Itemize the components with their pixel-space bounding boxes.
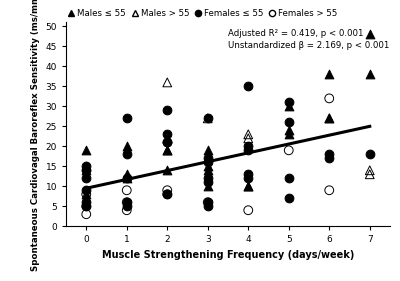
Point <box>286 176 292 180</box>
Point <box>83 212 90 216</box>
Point <box>326 156 332 160</box>
Point <box>245 144 252 149</box>
Point <box>164 188 170 192</box>
Point <box>124 176 130 180</box>
Point <box>286 132 292 137</box>
Point <box>286 148 292 153</box>
Point <box>83 164 90 169</box>
Point <box>83 204 90 209</box>
Point <box>326 188 332 192</box>
Point <box>83 148 90 153</box>
Point <box>204 168 211 173</box>
Point <box>124 200 130 205</box>
Y-axis label: Spontaneous Cardiovagal Baroreflex Sensitivity (ms/mmHg): Spontaneous Cardiovagal Baroreflex Sensi… <box>31 0 40 271</box>
Point <box>164 192 170 196</box>
Point <box>286 120 292 124</box>
Point <box>164 140 170 144</box>
Point <box>204 180 211 185</box>
Point <box>245 136 252 140</box>
Point <box>124 200 130 205</box>
Point <box>245 172 252 176</box>
Point <box>204 200 211 205</box>
Point <box>326 152 332 157</box>
Point <box>164 80 170 85</box>
Point <box>204 184 211 189</box>
Point <box>124 208 130 212</box>
Point <box>286 196 292 200</box>
Point <box>326 72 332 77</box>
Point <box>124 204 130 209</box>
Point <box>204 176 211 180</box>
Point <box>124 176 130 180</box>
Point <box>164 132 170 137</box>
Point <box>204 164 211 169</box>
Point <box>83 204 90 209</box>
Point <box>83 168 90 173</box>
Point <box>83 200 90 205</box>
Point <box>204 148 211 153</box>
Point <box>286 104 292 109</box>
Point <box>326 96 332 101</box>
Point <box>204 116 211 121</box>
Point <box>245 184 252 189</box>
Point <box>286 128 292 133</box>
Point <box>204 204 211 209</box>
Point <box>366 168 373 173</box>
Point <box>245 176 252 180</box>
Point <box>83 164 90 169</box>
Legend: Males ≤ 55, Males > 55, Females ≤ 55, Females > 55: Males ≤ 55, Males > 55, Females ≤ 55, Fe… <box>67 10 338 19</box>
Point <box>366 32 373 37</box>
X-axis label: Muscle Strengthening Frequency (days/week): Muscle Strengthening Frequency (days/wee… <box>102 250 354 260</box>
Point <box>124 172 130 176</box>
Text: Adjusted R² = 0.419, p < 0.001
Unstandardized β = 2.169, p < 0.001: Adjusted R² = 0.419, p < 0.001 Unstandar… <box>228 29 389 50</box>
Point <box>164 148 170 153</box>
Point <box>83 168 90 173</box>
Point <box>204 116 211 121</box>
Point <box>164 136 170 140</box>
Point <box>83 188 90 192</box>
Point <box>83 176 90 180</box>
Point <box>326 116 332 121</box>
Point <box>164 168 170 173</box>
Point <box>204 156 211 160</box>
Point <box>326 116 332 121</box>
Point <box>83 192 90 196</box>
Point <box>164 140 170 144</box>
Point <box>164 148 170 153</box>
Point <box>164 108 170 113</box>
Point <box>245 132 252 137</box>
Point <box>366 172 373 176</box>
Point <box>366 72 373 77</box>
Point <box>83 192 90 196</box>
Point <box>245 148 252 153</box>
Point <box>124 144 130 149</box>
Point <box>245 208 252 212</box>
Point <box>164 192 170 196</box>
Point <box>124 116 130 121</box>
Point <box>204 160 211 165</box>
Point <box>245 84 252 89</box>
Point <box>366 152 373 157</box>
Point <box>124 188 130 192</box>
Point <box>124 152 130 157</box>
Point <box>286 100 292 105</box>
Point <box>204 200 211 205</box>
Point <box>245 184 252 189</box>
